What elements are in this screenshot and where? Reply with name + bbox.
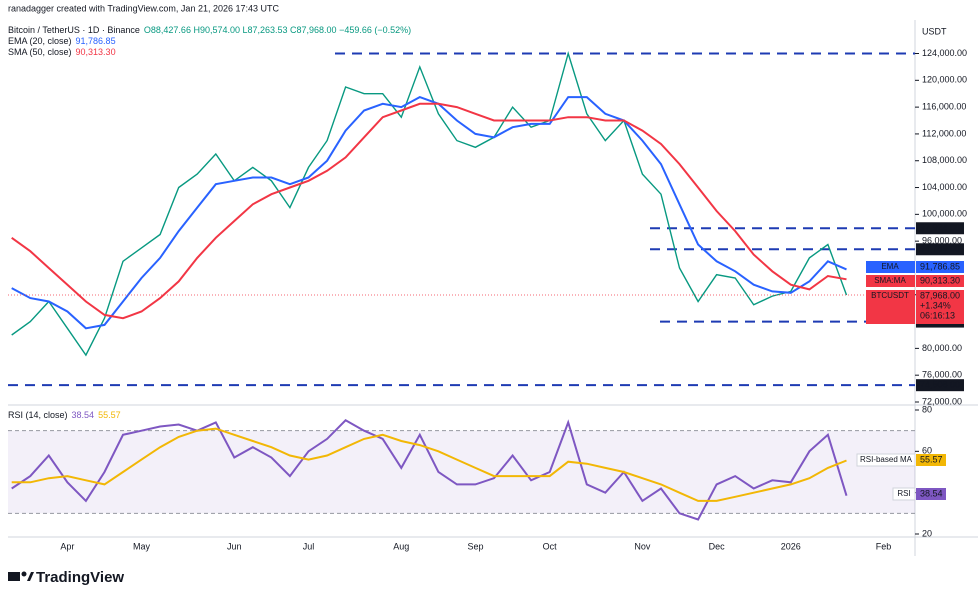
y-tick-label: 96,000.00 (922, 236, 962, 246)
x-tick-label: Jul (303, 541, 315, 551)
y-tick-label: 76,000.00 (922, 370, 962, 380)
footer-brand: TradingView (36, 569, 124, 586)
price-badge (866, 290, 915, 324)
logo-icon (27, 572, 34, 581)
x-tick-label: Jun (227, 541, 242, 551)
badge-value: 91,786.85 (920, 261, 960, 271)
badge-value: 87,968.00 (920, 290, 960, 300)
rsi-badge (892, 487, 916, 501)
legend-entry: Bitcoin / TetherUS · 1D · Binance O88,427… (8, 25, 411, 35)
series-line (11, 102, 847, 320)
y-tick-label: 20 (922, 528, 932, 538)
level-label: 74,508.00 (920, 380, 960, 390)
legend-name: SMA (50, close) (8, 47, 72, 57)
price-badge (866, 275, 915, 287)
x-tick-label: Dec (709, 541, 726, 551)
series-line (11, 51, 848, 357)
logo-icon (8, 572, 20, 581)
y-tick-label: 112,000.00 (922, 128, 966, 138)
price-badge (866, 261, 915, 273)
legend-name: EMA (20, close) (8, 36, 72, 46)
y-tick-label: 116,000.00 (922, 101, 966, 111)
x-tick-label: Oct (543, 541, 558, 551)
y-tick-label: 108,000.00 (922, 155, 967, 165)
y-tick-label: 80 (922, 404, 932, 414)
series-line (11, 96, 847, 330)
price-badge (916, 261, 964, 273)
y-tick-label: 124,000.00 (922, 48, 967, 58)
legend-name: RSI (14, close) (8, 410, 68, 420)
x-tick-label: Sep (467, 541, 483, 551)
rsi-badge (916, 454, 946, 466)
badge-value: +1.34% (920, 300, 951, 310)
rsi-badge (916, 488, 946, 500)
x-tick-label: 2026 (781, 541, 801, 551)
level-label: 97,924.00 (920, 223, 960, 233)
x-tick-label: Feb (876, 541, 892, 551)
badge-name: BTCUSDT (871, 291, 909, 300)
legend-entry: SMA (50, close) 90,313.30 (8, 47, 116, 57)
badge-value: 90,313.30 (920, 275, 960, 285)
legend-entry: EMA (20, close) 91,786.85 (8, 36, 116, 46)
logo-icon (21, 571, 27, 577)
legend-value: 91,786.85 (76, 36, 116, 46)
level-badge (916, 243, 964, 256)
legend-entry: RSI (14, close) 38.54 55.57 (8, 410, 121, 420)
logo: TradingView (8, 569, 124, 586)
x-tick-label: May (133, 541, 151, 551)
credit: ranadagger created with TradingView.com,… (8, 3, 279, 13)
series-line (11, 419, 848, 521)
y-tick-label: 104,000.00 (922, 182, 967, 192)
x-tick-label: Apr (60, 541, 74, 551)
rsi-band (8, 430, 915, 514)
badge-name: RSI (897, 489, 910, 498)
badge-name: EMA (881, 262, 899, 271)
price-badge (916, 290, 964, 324)
y-tick-label: 120,000.00 (922, 75, 967, 85)
rsi-badge (856, 453, 916, 467)
series-line (11, 427, 847, 502)
price-badge (916, 275, 964, 287)
legend-value: 90,313.30 (76, 47, 116, 57)
legend-value: 38.54 (72, 410, 95, 420)
badge-value: 06:16:13 (920, 310, 955, 320)
x-tick-label: Aug (393, 541, 409, 551)
y-tick-label: 60 (922, 446, 932, 456)
legend-value: O88,427.66 H90,574.00 L87,263.53 C87,968… (144, 25, 411, 35)
badge-name: SMA:MA (874, 276, 906, 285)
y-tick-label: 80,000.00 (922, 343, 962, 353)
y-tick-label: 100,000.00 (922, 209, 967, 219)
y-tick-label: 72,000.00 (922, 396, 962, 406)
badge-value: 38.54 (920, 488, 943, 498)
level-badge (916, 222, 964, 235)
level-label: 94,789.00 (920, 244, 960, 254)
legend-name: Bitcoin / TetherUS · 1D · Binance (8, 25, 140, 35)
x-tick-label: Nov (634, 541, 651, 551)
legend-value: 55.57 (98, 410, 121, 420)
badge-value: 55.57 (920, 454, 943, 464)
badge-name: RSI-based MA (860, 455, 913, 464)
currency: USDT (922, 26, 947, 36)
level-badge (916, 379, 964, 392)
